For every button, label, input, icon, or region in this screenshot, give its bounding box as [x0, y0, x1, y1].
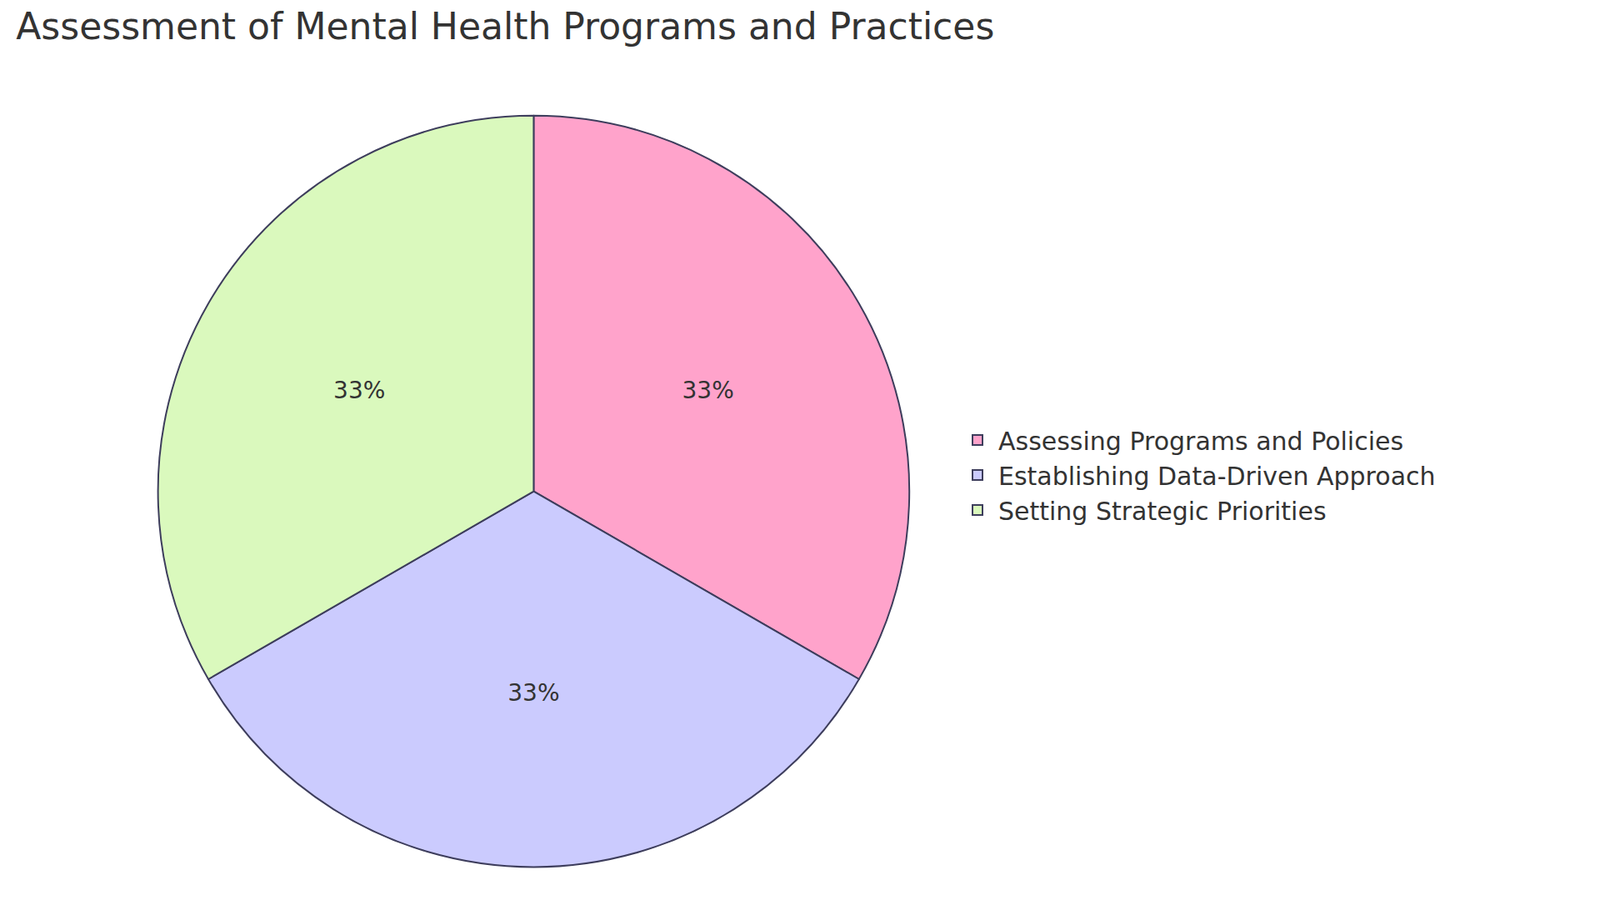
- svg-text:33%: 33%: [333, 376, 385, 405]
- svg-text:33%: 33%: [507, 679, 560, 707]
- svg-text:Establishing Data-Driven Appro: Establishing Data-Driven Approach: [998, 461, 1436, 491]
- svg-text:Setting Strategic Priorities: Setting Strategic Priorities: [998, 496, 1327, 526]
- svg-text:Assessment of Mental Health Pr: Assessment of Mental Health Programs and…: [15, 5, 995, 48]
- svg-text:Assessing Programs and Policie: Assessing Programs and Policies: [998, 426, 1404, 456]
- svg-text:33%: 33%: [681, 376, 734, 405]
